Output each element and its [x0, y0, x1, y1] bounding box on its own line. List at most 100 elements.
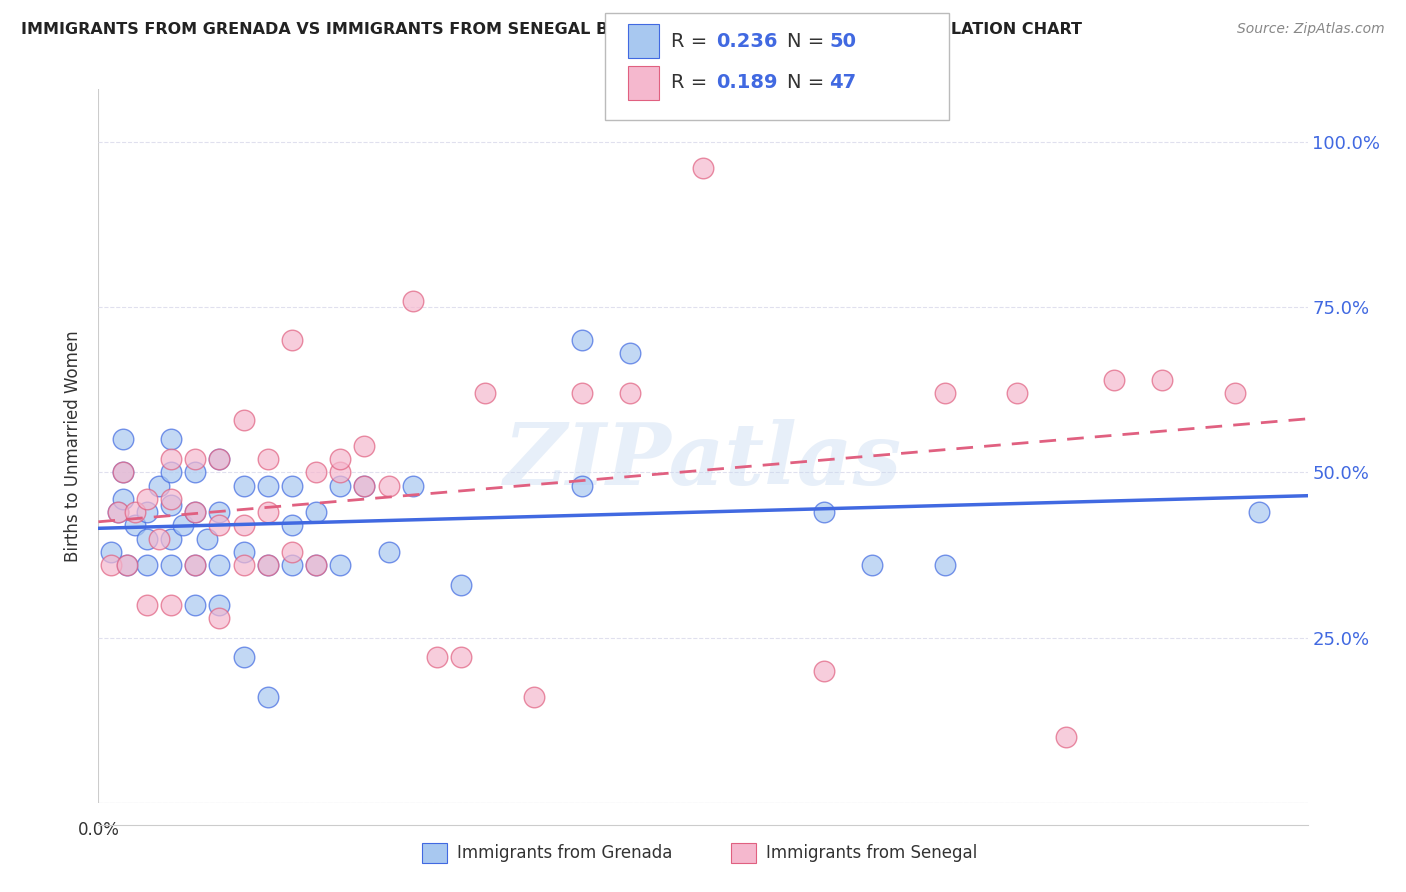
Point [160, 532, 183, 546]
Point [305, 466, 328, 480]
Point [117, 558, 139, 572]
Point [184, 598, 207, 612]
Point [571, 386, 593, 401]
Point [1007, 386, 1029, 401]
Point [329, 558, 352, 572]
Point [402, 293, 425, 308]
Point [329, 452, 352, 467]
Point [135, 491, 157, 506]
Point [232, 545, 254, 559]
Point [135, 505, 157, 519]
Text: R =: R = [671, 73, 713, 93]
Text: Source: ZipAtlas.com: Source: ZipAtlas.com [1237, 22, 1385, 37]
Y-axis label: Births to Unmarried Women: Births to Unmarried Women [65, 330, 83, 562]
Point [160, 491, 183, 506]
Point [111, 466, 134, 480]
Point [208, 598, 231, 612]
Point [135, 532, 157, 546]
Point [1249, 505, 1271, 519]
Point [256, 505, 278, 519]
Point [195, 532, 218, 546]
Point [232, 412, 254, 426]
Point [1102, 373, 1125, 387]
Point [305, 558, 328, 572]
Point [1054, 730, 1077, 744]
Point [281, 558, 304, 572]
Point [160, 598, 183, 612]
Point [305, 558, 328, 572]
Text: ZIPatlas: ZIPatlas [503, 418, 903, 502]
Point [256, 558, 278, 572]
Point [100, 545, 122, 559]
Point [124, 518, 146, 533]
Point [329, 466, 352, 480]
Point [107, 505, 129, 519]
Text: Immigrants from Senegal: Immigrants from Senegal [766, 844, 977, 862]
Point [353, 439, 375, 453]
Text: IMMIGRANTS FROM GRENADA VS IMMIGRANTS FROM SENEGAL BIRTHS TO UNMARRIED WOMEN COR: IMMIGRANTS FROM GRENADA VS IMMIGRANTS FR… [21, 22, 1083, 37]
Point [135, 558, 157, 572]
Point [160, 558, 183, 572]
Text: 50: 50 [830, 31, 856, 51]
Point [184, 466, 207, 480]
Point [692, 161, 714, 176]
Point [377, 478, 399, 492]
Point [232, 518, 254, 533]
Point [208, 505, 231, 519]
Point [256, 558, 278, 572]
Point [281, 478, 304, 492]
Point [107, 505, 129, 519]
Text: R =: R = [671, 31, 713, 51]
Text: 0.236: 0.236 [716, 31, 778, 51]
Point [111, 466, 134, 480]
Point [111, 433, 134, 447]
Point [934, 558, 956, 572]
Point [148, 478, 170, 492]
Point [571, 478, 593, 492]
Point [353, 478, 375, 492]
Point [232, 558, 254, 572]
Point [100, 558, 122, 572]
Point [281, 333, 304, 347]
Point [160, 433, 183, 447]
Text: 0.189: 0.189 [716, 73, 778, 93]
Point [232, 650, 254, 665]
Text: N =: N = [787, 73, 831, 93]
Point [474, 386, 496, 401]
Point [329, 478, 352, 492]
Point [172, 518, 194, 533]
Point [160, 499, 183, 513]
Point [934, 386, 956, 401]
Text: 0.0%: 0.0% [77, 821, 120, 838]
Point [117, 558, 139, 572]
Point [450, 650, 472, 665]
Point [184, 558, 207, 572]
Point [124, 505, 146, 519]
Point [184, 505, 207, 519]
Point [402, 478, 425, 492]
Point [426, 650, 449, 665]
Point [523, 690, 546, 704]
Point [571, 333, 593, 347]
Point [208, 611, 231, 625]
Point [450, 578, 472, 592]
Point [1152, 373, 1174, 387]
Point [813, 505, 835, 519]
Point [135, 598, 157, 612]
Point [256, 690, 278, 704]
Point [208, 518, 231, 533]
Point [281, 518, 304, 533]
Point [281, 545, 304, 559]
Point [619, 386, 641, 401]
Point [813, 664, 835, 678]
Point [232, 478, 254, 492]
Point [184, 558, 207, 572]
Point [860, 558, 883, 572]
Point [148, 532, 170, 546]
Point [208, 558, 231, 572]
Point [208, 452, 231, 467]
Point [208, 452, 231, 467]
Point [256, 478, 278, 492]
Point [619, 346, 641, 360]
Point [305, 505, 328, 519]
